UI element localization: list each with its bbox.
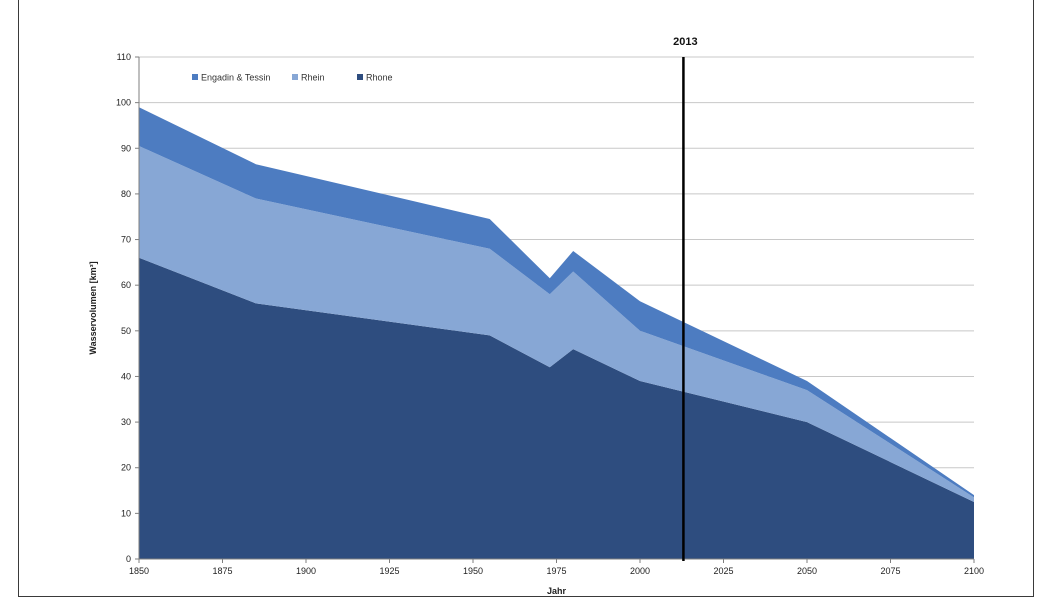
- y-tick-label-4: 40: [121, 371, 131, 381]
- x-tick-label-1: 1875: [212, 566, 232, 576]
- area-series-rhein: [139, 146, 974, 502]
- y-tick-label-6: 60: [121, 280, 131, 290]
- legend-swatch-engadin-tessin: [192, 74, 198, 80]
- legend-swatch-rhone: [357, 74, 363, 80]
- legend-label-rhein: Rhein: [301, 73, 325, 83]
- area-series-rhone: [139, 257, 974, 559]
- y-tick-label-0: 0: [126, 554, 131, 564]
- y-axis-title: Wasservolumen [km³]: [88, 261, 98, 354]
- chart-frame: 0 10 20 30 40 50 60 70 80 90 100 110 1850 1875 1900 192…: [18, 0, 1034, 597]
- chart: 0 10 20 30 40 50 60 70 80 90 100 110 1850 1875 1900 192…: [88, 36, 984, 596]
- y-tick-label-2: 20: [121, 463, 131, 473]
- x-axis-title: Jahr: [547, 586, 567, 596]
- x-tick-label-10: 2100: [964, 566, 984, 576]
- y-tick-label-1: 10: [121, 508, 131, 518]
- area-series-engadin-tessin: [139, 107, 974, 498]
- y-tick-label-5: 50: [121, 326, 131, 336]
- x-tick-label-4: 1950: [463, 566, 483, 576]
- marker-label-2013: 2013: [673, 36, 697, 48]
- y-tick-label-8: 80: [121, 189, 131, 199]
- x-tick-label-6: 2000: [630, 566, 650, 576]
- x-tick-label-7: 2025: [713, 566, 733, 576]
- x-tick-label-5: 1975: [546, 566, 566, 576]
- legend-label-engadin-tessin: Engadin & Tessin: [201, 73, 270, 83]
- x-tick-label-0: 1850: [129, 566, 149, 576]
- x-tick-label-3: 1925: [379, 566, 399, 576]
- legend-swatch-rhein: [292, 74, 298, 80]
- x-tick-label-8: 2050: [797, 566, 817, 576]
- y-tick-label-11: 110: [117, 52, 131, 62]
- y-tick-label-10: 100: [116, 98, 131, 108]
- x-tick-label-2: 1900: [296, 566, 316, 576]
- y-tick-label-9: 90: [121, 143, 131, 153]
- x-tick-label-9: 2075: [880, 566, 900, 576]
- legend-label-rhone: Rhone: [366, 73, 393, 83]
- y-tick-label-7: 70: [121, 235, 131, 245]
- y-tick-label-3: 30: [121, 417, 131, 427]
